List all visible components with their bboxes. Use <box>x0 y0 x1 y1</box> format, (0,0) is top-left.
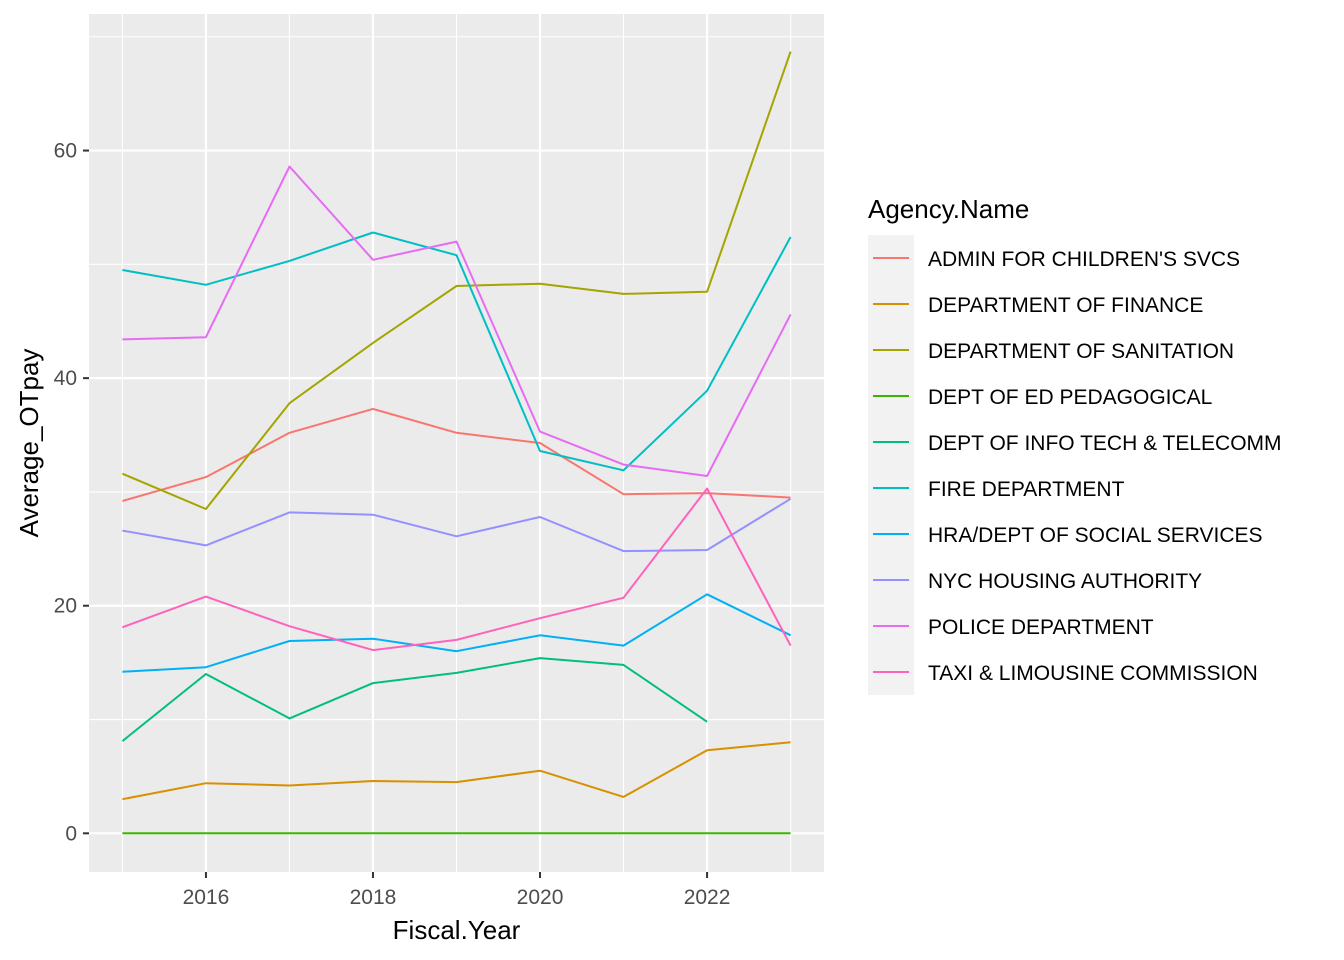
legend-title: Agency.Name <box>868 194 1029 224</box>
series-line <box>122 497 792 553</box>
series-line <box>122 487 792 652</box>
legend-label: DEPARTMENT OF SANITATION <box>928 340 1234 363</box>
legend-label: TAXI & LIMOUSINE COMMISSION <box>928 662 1258 685</box>
series-line <box>122 165 792 477</box>
legend-item: NYC HOUSING AUTHORITY <box>873 570 1202 593</box>
y-tick-label: 20 <box>54 595 77 618</box>
y-tick-label: 60 <box>54 140 77 163</box>
legend-label: DEPT OF INFO TECH & TELECOMM <box>928 432 1282 455</box>
legend-items: ADMIN FOR CHILDREN'S SVCS DEPARTMENT OF F… <box>873 248 1282 685</box>
series-line <box>121 657 708 742</box>
legend-item: ADMIN FOR CHILDREN'S SVCS <box>873 248 1240 271</box>
legend-item: DEPT OF INFO TECH & TELECOMM <box>873 432 1282 455</box>
series-line <box>122 231 792 472</box>
legend-label: FIRE DEPARTMENT <box>928 478 1125 501</box>
legend-label: DEPARTMENT OF FINANCE <box>928 294 1203 317</box>
minor-gridlines <box>89 14 824 872</box>
y-tick-label: 0 <box>65 822 77 845</box>
legend-label: HRA/DEPT OF SOCIAL SERVICES <box>928 524 1263 547</box>
series-line <box>122 51 792 510</box>
legend: Agency.Name ADMIN FOR CHILDREN'S SVCS DEP… <box>868 194 1282 695</box>
x-tick-label: 2018 <box>350 886 397 909</box>
x-axis-title: Fiscal.Year <box>393 915 521 945</box>
series-line <box>122 741 791 801</box>
legend-item: DEPARTMENT OF FINANCE <box>873 294 1203 317</box>
y-axis: 0 20 40 60 <box>54 140 89 845</box>
legend-item: FIRE DEPARTMENT <box>873 478 1125 501</box>
x-tick-label: 2022 <box>684 886 731 909</box>
legend-item: HRA/DEPT OF SOCIAL SERVICES <box>873 524 1263 547</box>
legend-label: DEPT OF ED PEDAGOGICAL <box>928 386 1212 409</box>
legend-keys-background <box>868 235 914 695</box>
x-tick-label: 2016 <box>183 886 230 909</box>
y-tick-label: 40 <box>54 367 77 390</box>
series-line <box>122 407 791 502</box>
legend-item: DEPARTMENT OF SANITATION <box>873 340 1234 363</box>
x-tick-label: 2020 <box>517 886 564 909</box>
legend-label: NYC HOUSING AUTHORITY <box>928 570 1202 593</box>
legend-item: TAXI & LIMOUSINE COMMISSION <box>873 662 1258 685</box>
legend-label: POLICE DEPARTMENT <box>928 616 1154 639</box>
series-lines <box>121 51 792 835</box>
y-axis-title: Average_OTpay <box>14 349 44 538</box>
x-axis: 2016 2018 2020 2022 <box>183 872 731 909</box>
series-line <box>122 593 792 673</box>
legend-item: DEPT OF ED PEDAGOGICAL <box>873 386 1212 409</box>
legend-label: ADMIN FOR CHILDREN'S SVCS <box>928 248 1240 271</box>
legend-item: POLICE DEPARTMENT <box>873 616 1154 639</box>
